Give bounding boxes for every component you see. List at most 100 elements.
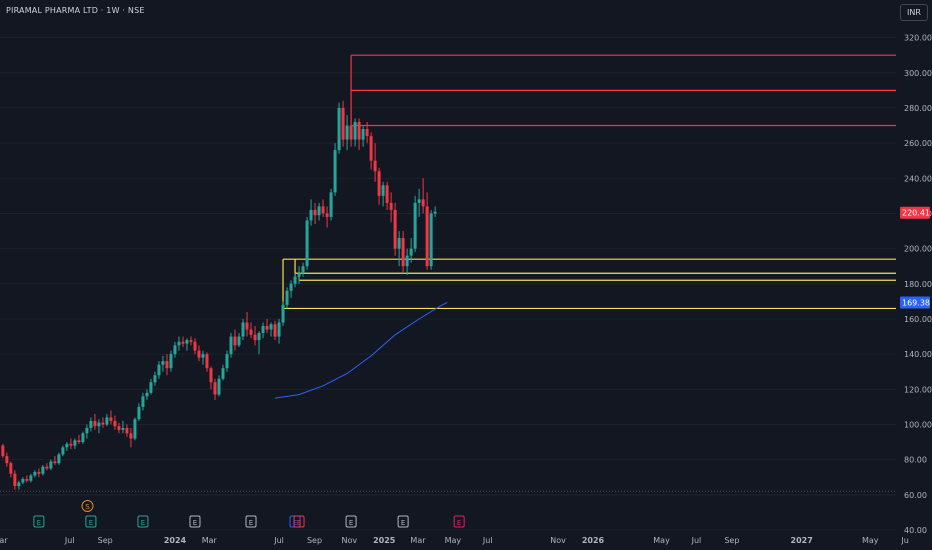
- y-tick-label: 240.00: [904, 174, 932, 183]
- x-tick-label: Nov: [550, 536, 566, 545]
- earnings-event-label: E: [401, 519, 405, 527]
- x-tick-label: Mar: [410, 536, 426, 545]
- x-tick-label: 2026: [582, 536, 605, 545]
- candle-body: [61, 447, 65, 455]
- candle-body: [365, 129, 369, 137]
- candle-body: [25, 479, 29, 481]
- x-tick-label: May: [653, 536, 670, 545]
- candle-body: [169, 354, 173, 369]
- earnings-event-label: E: [37, 519, 41, 527]
- earnings-event-label: E: [297, 519, 301, 527]
- candle-body: [341, 107, 345, 140]
- candle-body: [405, 255, 409, 267]
- candle-body: [77, 440, 81, 443]
- x-tick-label: Sep: [307, 536, 322, 545]
- earnings-event-icon: [245, 515, 257, 528]
- candle-body: [253, 334, 257, 341]
- candle-body: [273, 324, 277, 337]
- candle-body: [397, 238, 401, 249]
- candle-body: [181, 341, 185, 344]
- candle-body: [305, 220, 309, 267]
- x-tick-label: Sep: [98, 536, 113, 545]
- candle-body: [401, 238, 405, 267]
- candle-body: [337, 107, 341, 151]
- candle-body: [45, 466, 49, 469]
- candle-body: [409, 248, 413, 256]
- candle-body: [281, 304, 285, 323]
- candle-body: [389, 202, 393, 210]
- x-tick-label: Jul: [64, 536, 75, 545]
- candle-body: [153, 375, 157, 383]
- earnings-event-icon: [345, 515, 357, 528]
- candle-body: [433, 211, 437, 214]
- moving-average-line: [274, 302, 448, 399]
- candle-body: [121, 428, 125, 430]
- candle-body: [93, 420, 97, 427]
- candle-body: [197, 350, 201, 358]
- x-tick-label: 2027: [791, 536, 813, 545]
- earnings-event-label: E: [89, 519, 93, 527]
- x-tick-label: Ju: [900, 536, 908, 545]
- candle-body: [345, 125, 349, 140]
- candle-body: [53, 461, 57, 464]
- earnings-event-label: E: [457, 519, 461, 527]
- y-tick-label: 100.00: [904, 420, 932, 429]
- candle-body: [349, 125, 353, 140]
- candle-body: [109, 417, 113, 421]
- y-tick-label: 280.00: [904, 104, 932, 113]
- y-tick-label: 140.00: [904, 350, 932, 359]
- earnings-event-icon: [453, 515, 465, 528]
- candle-body: [165, 361, 169, 369]
- y-tick-label: 80.00: [904, 456, 927, 465]
- candle-body: [137, 406, 141, 420]
- candle-body: [209, 368, 213, 383]
- x-tick-label: Mar: [202, 536, 218, 545]
- x-tick-label: May: [862, 536, 879, 545]
- candle-body: [85, 428, 89, 434]
- candle-body: [5, 456, 9, 464]
- y-tick-label: 40.00: [904, 526, 927, 535]
- candle-body: [213, 382, 217, 395]
- candle-body: [81, 433, 85, 443]
- candle-body: [13, 473, 17, 487]
- candle-body: [261, 326, 265, 334]
- candle-body: [333, 150, 337, 193]
- candle-body: [385, 185, 389, 203]
- earnings-event-icon: [189, 515, 201, 528]
- y-tick-label: 60.00: [904, 491, 927, 500]
- candle-body: [97, 422, 101, 427]
- x-tick-label: Mar: [0, 536, 8, 545]
- chart-title: PIRAMAL PHARMA LTD · 1W · NSE: [6, 6, 145, 15]
- currency-button[interactable]: INR: [900, 4, 928, 21]
- candle-body: [69, 443, 73, 446]
- candle-body: [145, 392, 149, 397]
- candle-body: [313, 209, 317, 216]
- price-label-bg: [900, 206, 930, 219]
- candle-body: [321, 206, 325, 214]
- earnings-event-label: E: [193, 519, 197, 527]
- candle-body: [325, 213, 329, 217]
- candle-body: [237, 336, 241, 346]
- candle-body: [289, 283, 293, 291]
- candle-body: [293, 276, 297, 284]
- candle-body: [193, 341, 197, 351]
- candle-body: [329, 192, 333, 217]
- x-tick-label: Nov: [342, 536, 358, 545]
- candle-body: [149, 382, 153, 393]
- x-tick-label: Sep: [724, 536, 739, 545]
- candle-body: [65, 443, 69, 448]
- candle-body: [57, 454, 61, 464]
- candle-body: [101, 422, 105, 425]
- x-tick-label: May: [445, 536, 462, 545]
- x-tick-label: 2025: [373, 536, 396, 545]
- split-event-icon: [81, 500, 94, 512]
- candle-body: [21, 479, 25, 483]
- candle-body: [381, 185, 385, 196]
- earnings-event-label: E: [249, 519, 253, 527]
- candle-body: [265, 326, 269, 330]
- candle-body: [177, 341, 181, 346]
- candle-body: [233, 336, 237, 346]
- earnings-event-icon: [137, 515, 149, 528]
- x-tick-label: 2024: [164, 536, 187, 545]
